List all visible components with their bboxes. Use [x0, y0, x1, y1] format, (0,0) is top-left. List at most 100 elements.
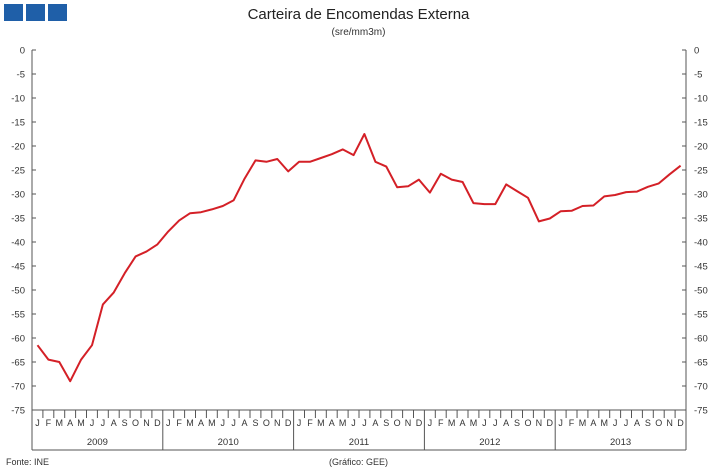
x-month-label: J — [482, 418, 487, 428]
x-month-label: N — [536, 418, 543, 428]
y-tick-label-left: -25 — [11, 166, 25, 177]
x-month-label: O — [524, 418, 531, 428]
x-month-label: A — [67, 418, 73, 428]
x-month-label: O — [394, 418, 401, 428]
y-tick-label-left: -10 — [11, 94, 25, 105]
x-month-label: A — [503, 418, 509, 428]
x-month-label: A — [198, 418, 204, 428]
x-month-label: N — [143, 418, 150, 428]
x-month-label: D — [154, 418, 161, 428]
x-month-label: F — [569, 418, 575, 428]
x-month-label: F — [176, 418, 182, 428]
y-tick-label-right: -55 — [694, 310, 708, 321]
x-month-label: J — [558, 418, 563, 428]
y-tick-label-left: -5 — [17, 70, 25, 81]
x-month-label: S — [645, 418, 651, 428]
x-month-label: J — [351, 418, 356, 428]
x-month-label: M — [208, 418, 216, 428]
x-month-label: J — [166, 418, 171, 428]
logo-block — [4, 4, 23, 21]
x-month-label: M — [470, 418, 478, 428]
chart-subtitle: (sre/mm3m) — [331, 27, 386, 38]
x-month-label: O — [263, 418, 270, 428]
x-month-label: A — [242, 418, 248, 428]
logo — [4, 4, 67, 21]
x-month-label: M — [448, 418, 456, 428]
y-tick-label-right: -15 — [694, 118, 708, 129]
x-month-label: J — [624, 418, 629, 428]
x-month-label: M — [77, 418, 85, 428]
x-month-label: N — [666, 418, 673, 428]
y-tick-label-right: -30 — [694, 190, 708, 201]
x-month-label: J — [493, 418, 498, 428]
y-tick-label-right: 0 — [694, 46, 699, 57]
x-year-label: 2011 — [349, 437, 369, 448]
x-month-label: M — [317, 418, 325, 428]
y-tick-label-right: -5 — [694, 70, 702, 81]
y-tick-label-right: -65 — [694, 358, 708, 369]
x-month-label: J — [428, 418, 433, 428]
y-tick-label-right: -50 — [694, 286, 708, 297]
series-line — [36, 133, 682, 383]
y-tick-label-right: -35 — [694, 214, 708, 225]
x-month-label: M — [56, 418, 64, 428]
x-month-label: M — [601, 418, 609, 428]
y-tick-label-right: -40 — [694, 238, 708, 249]
x-year-label: 2012 — [479, 437, 500, 448]
x-month-label: J — [362, 418, 367, 428]
x-month-label: A — [590, 418, 596, 428]
x-month-label: M — [186, 418, 194, 428]
x-month-label: F — [438, 418, 444, 428]
y-tick-label-right: -70 — [694, 382, 708, 393]
y-tick-label-right: -60 — [694, 334, 708, 345]
x-month-label: O — [655, 418, 662, 428]
x-month-label: J — [35, 418, 40, 428]
logo-block — [48, 4, 67, 21]
x-year-label: 2009 — [87, 437, 108, 448]
x-month-label: M — [339, 418, 347, 428]
x-month-label: N — [405, 418, 412, 428]
x-month-label: A — [111, 418, 117, 428]
x-month-label: J — [613, 418, 618, 428]
x-month-label: S — [383, 418, 389, 428]
x-month-label: S — [514, 418, 520, 428]
x-year-label: 2013 — [610, 437, 631, 448]
x-month-label: D — [547, 418, 554, 428]
x-month-label: J — [101, 418, 106, 428]
y-tick-label-left: -60 — [11, 334, 25, 345]
x-month-label: J — [231, 418, 236, 428]
x-month-label: J — [297, 418, 302, 428]
y-tick-label-left: -40 — [11, 238, 25, 249]
x-month-label: A — [634, 418, 640, 428]
x-month-label: A — [372, 418, 378, 428]
y-tick-label-left: -20 — [11, 142, 25, 153]
y-tick-label-left: -30 — [11, 190, 25, 201]
y-tick-label-left: -15 — [11, 118, 25, 129]
logo-block — [26, 4, 45, 21]
x-month-label: J — [90, 418, 95, 428]
y-tick-label-right: -75 — [694, 406, 708, 417]
x-month-label: M — [579, 418, 587, 428]
x-month-label: N — [274, 418, 281, 428]
x-month-label: S — [122, 418, 128, 428]
x-month-label: J — [221, 418, 226, 428]
chart-title: Carteira de Encomendas Externa — [247, 6, 470, 23]
credit-note: (Gráfico: GEE) — [328, 457, 388, 467]
y-tick-label-right: -45 — [694, 262, 708, 273]
y-tick-label-right: -20 — [694, 142, 708, 153]
y-tick-label-left: -70 — [11, 382, 25, 393]
x-month-label: D — [285, 418, 292, 428]
y-tick-label-left: -55 — [11, 310, 25, 321]
y-tick-label-right: -10 — [694, 94, 708, 105]
x-month-label: F — [46, 418, 52, 428]
x-year-label: 2010 — [218, 437, 239, 448]
x-month-label: A — [329, 418, 335, 428]
y-tick-label-left: -45 — [11, 262, 25, 273]
x-month-label: O — [132, 418, 139, 428]
x-month-label: D — [677, 418, 684, 428]
y-tick-label-left: -65 — [11, 358, 25, 369]
y-tick-label-left: -75 — [11, 406, 25, 417]
y-tick-label-left: 0 — [20, 46, 25, 57]
y-tick-label-left: -35 — [11, 214, 25, 225]
